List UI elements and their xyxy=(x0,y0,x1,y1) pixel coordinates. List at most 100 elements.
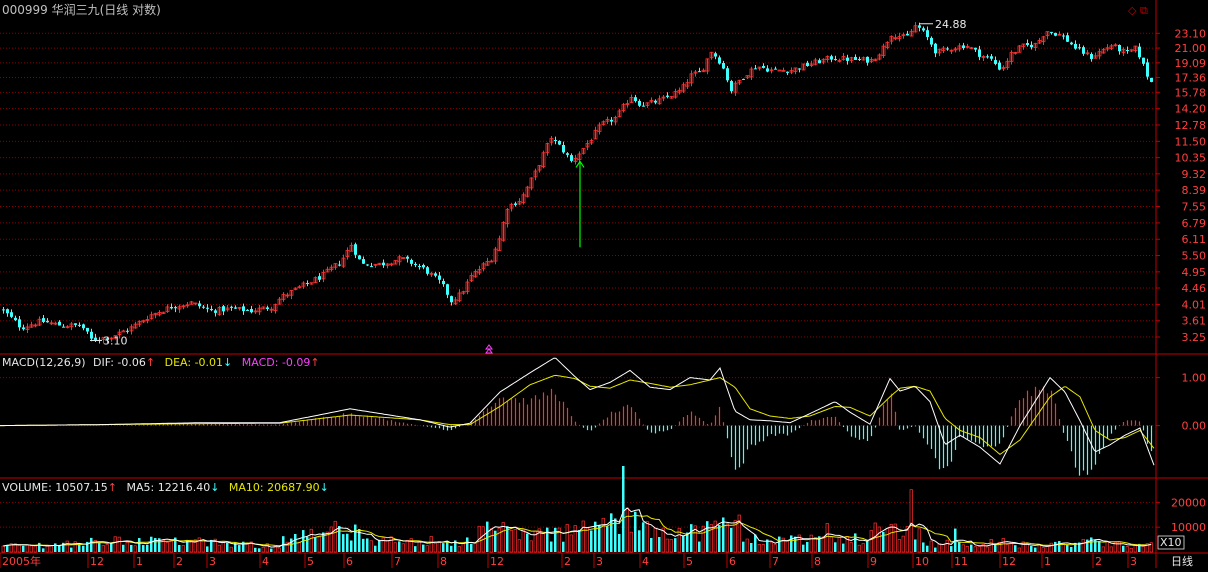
volume-bar xyxy=(1098,540,1101,552)
candle-body xyxy=(349,244,354,252)
candle-body xyxy=(841,56,846,60)
volume-value: VOLUME: 10507.15 xyxy=(2,481,108,494)
candle-body xyxy=(953,48,958,51)
candle-body xyxy=(217,307,222,315)
candle-body xyxy=(6,309,9,314)
volume-bar xyxy=(1034,547,1037,552)
candle-body xyxy=(210,308,213,311)
volume-bar xyxy=(398,541,401,552)
volume-bar xyxy=(517,539,521,553)
volume-bar xyxy=(622,465,625,552)
volume-bar xyxy=(1141,545,1145,553)
volume-bar xyxy=(362,538,365,552)
candle-body xyxy=(846,57,849,61)
volume-bar xyxy=(958,541,961,552)
candle-body xyxy=(1113,44,1118,47)
price-tick-label: 19.09 xyxy=(1175,57,1207,70)
volume-bar xyxy=(797,534,801,553)
volume-bar xyxy=(929,540,933,553)
volume-bar xyxy=(33,545,37,553)
candle-body xyxy=(709,51,714,59)
price-tick-label: 4.46 xyxy=(1182,282,1207,295)
volume-bar xyxy=(101,545,105,553)
volume-bar xyxy=(425,545,429,553)
volume-bar xyxy=(270,548,273,552)
candle-body xyxy=(965,45,970,48)
x-axis-label: 1 xyxy=(1044,555,1051,568)
volume-bar xyxy=(342,534,345,552)
macd-tick-label: 1.00 xyxy=(1182,372,1207,385)
volume-bar xyxy=(181,545,185,553)
volume-bar xyxy=(926,545,929,552)
volume-bar xyxy=(794,536,797,552)
candle-body xyxy=(585,143,590,148)
volume-bar xyxy=(606,526,609,552)
candle-body xyxy=(281,294,286,300)
volume-bar xyxy=(1138,543,1141,552)
candle-body xyxy=(493,248,498,262)
restore-window-icon[interactable]: ⧉ xyxy=(1139,4,1148,17)
volume-bar xyxy=(709,524,713,553)
candle-body xyxy=(978,49,981,57)
volume-bar xyxy=(1081,538,1085,553)
volume-bar xyxy=(1054,541,1057,552)
volume-bar xyxy=(658,537,661,552)
x-axis-label: 1 xyxy=(136,555,143,568)
candle-body xyxy=(46,320,49,323)
candle-body xyxy=(837,59,842,62)
volume-bar xyxy=(877,526,881,553)
candle-body xyxy=(897,36,902,39)
candle-body xyxy=(377,262,382,265)
candle-body xyxy=(634,97,637,101)
candle-body xyxy=(998,62,1001,70)
ma5-value: MA5: 12216.40 xyxy=(126,481,211,494)
candle-body xyxy=(793,67,798,72)
volume-unit-box xyxy=(1157,535,1185,550)
volume-bar xyxy=(601,517,605,553)
candle-body xyxy=(1109,45,1114,49)
volume-bar xyxy=(238,545,241,552)
volume-bar xyxy=(457,546,461,553)
diamond-icon[interactable]: ◇ xyxy=(1128,4,1137,17)
candle-body xyxy=(461,291,466,294)
candle-body xyxy=(834,59,837,61)
volume-bar xyxy=(98,542,101,552)
volume-bar xyxy=(470,543,473,552)
volume-bar xyxy=(1037,544,1041,553)
candle-body xyxy=(1121,48,1126,53)
candle-body xyxy=(1062,35,1065,37)
candle-body xyxy=(246,309,249,311)
candle-body xyxy=(745,75,750,79)
macd-arrow-icon: ↑ xyxy=(310,356,320,369)
candle-body xyxy=(397,256,402,263)
candle-body xyxy=(277,298,282,305)
volume-bar xyxy=(718,525,721,552)
candle-body xyxy=(629,97,634,104)
volume-bar xyxy=(1017,547,1021,553)
min-price-label: 3.10 xyxy=(103,335,128,348)
volume-bar xyxy=(110,543,113,552)
candle-body xyxy=(809,63,814,66)
candle-body xyxy=(877,54,882,60)
candle-body xyxy=(345,249,350,258)
volume-bar xyxy=(834,542,837,552)
volume-bar xyxy=(409,538,413,553)
candle-body xyxy=(49,322,54,325)
candle-body xyxy=(1142,57,1145,64)
price-tick-label: 11.50 xyxy=(1175,135,1207,148)
price-tick-label: 4.01 xyxy=(1182,298,1207,311)
volume-bar xyxy=(813,537,817,553)
candle-body xyxy=(1013,51,1018,54)
volume-tick-label: 20000 xyxy=(1171,496,1206,509)
volume-bar xyxy=(9,543,13,553)
candle-body xyxy=(673,91,678,98)
candle-body xyxy=(242,306,245,312)
candle-body xyxy=(442,280,445,285)
volume-bar xyxy=(86,541,89,552)
volume-bar xyxy=(562,541,565,552)
volume-bar xyxy=(1014,545,1017,552)
volume-bar xyxy=(869,530,873,553)
candle-body xyxy=(1133,45,1138,51)
candle-body xyxy=(505,208,510,225)
candle-body xyxy=(789,70,794,73)
